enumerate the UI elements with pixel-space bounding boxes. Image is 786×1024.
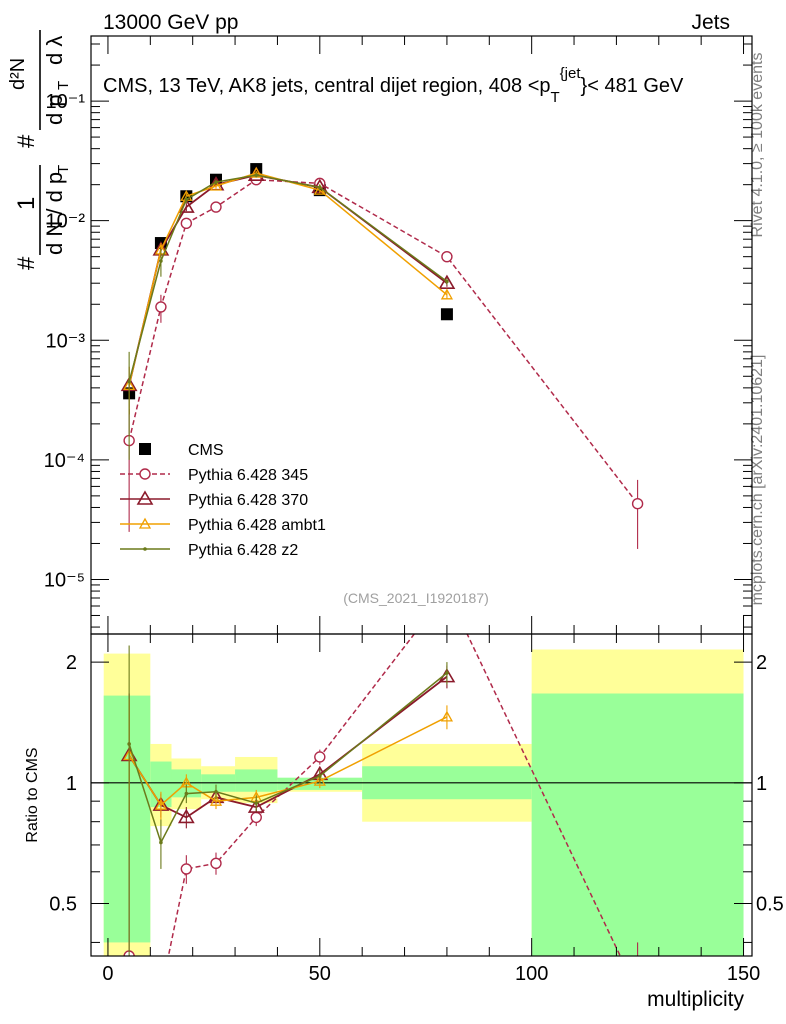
ratio-ytick-label: 0.5 [49,894,77,916]
main-plot-area [120,163,644,549]
svg-text:#: # [13,256,40,270]
band-inner-7 [531,693,744,956]
main-z2-point-0 [127,379,131,384]
main-p345-point-1 [155,301,167,313]
ratio-ambt1-point-3 [209,794,223,806]
band-inner-4 [235,769,278,792]
ratio-z2-point-4 [254,801,259,805]
svg-text:d N / d p: d N / d p [42,172,67,255]
main-z2-point-2 [184,197,189,202]
main-ytick-label: 10⁻¹ [46,91,86,113]
main-title: CMS, 13 TeV, AK8 jets, central dijet reg… [103,65,684,106]
ratio-ytick-label-right: 1 [756,773,767,795]
legend-marker-z2 [143,547,147,551]
main-z2-point-5 [318,185,322,190]
ratio-uncertainty-bands [103,649,744,956]
main-z2-point-1 [159,259,163,263]
ratio-z2-point-1 [159,840,163,845]
xtick-label: 100 [515,963,548,985]
xtick-label: 50 [309,963,331,985]
main-ytick-label: 10⁻³ [46,330,86,352]
ratio-p345-line [129,634,622,956]
axes: 10⁻¹ 10⁻² 10⁻³ 10⁻⁴ 10⁻⁵ 2 2 1 1 0.5 0.5 0 50 100 150 [44,35,784,985]
ratio-z2-point-5 [318,774,322,778]
ratio-p345-point-3 [210,857,222,869]
ratio-ytick-label: 2 [66,652,77,674]
main-ytick-label: 10⁻⁵ [44,569,85,591]
ratio-p370-point-2 [177,808,195,824]
ratio-ytick-label-right: 2 [756,652,767,674]
svg-text:T: T [55,81,72,90]
main-ytick-label: 10⁻⁴ [44,450,85,472]
legend-marker-ambt1 [138,517,152,529]
main-ambt1-point-3 [209,179,223,191]
legend-label-ambt1: Pythia 6.428 ambt1 [188,517,326,534]
main-z2-line [128,174,448,382]
main-p345-point-6 [441,250,453,263]
rivet-version-label: Rivet 4.1.0, ≥ 100k events [749,53,766,238]
x-axis-label: multiplicity [647,988,744,1011]
source-label: mcplots.cern.ch [arXiv:2401.10621] [749,355,766,606]
svg-text:d p: d p [42,94,67,125]
band-inner-0 [103,695,151,943]
header-right: Jets [691,11,730,34]
ratio-p345-point-2 [180,863,193,875]
ratio-p345-point-1 [156,988,166,998]
main-cms-point-6 [440,308,453,321]
ratio-z2-point-3 [214,789,218,794]
ratio-ambt1-point-6 [440,710,454,722]
analysis-watermark: (CMS_2021_I1920187) [343,590,489,606]
main-ytick-label: 10⁻² [46,211,86,233]
legend-label-p345: Pythia 6.428 345 [188,467,308,484]
main-ambt1-point-6 [440,288,454,300]
ratio-ambt1-point-5 [313,774,326,786]
legend-marker-p370 [136,490,154,505]
ratio-ambt1-point-1 [154,798,168,810]
ratio-z2-point-6 [445,671,449,675]
ratio-ytick-label-right: 0.5 [756,894,784,916]
legend: CMS Pythia 6.428 345 Pythia 6.428 370 Pythi… [120,442,326,559]
legend-label-p370: Pythia 6.428 370 [188,492,308,509]
ratio-plot-area [91,634,752,998]
main-p345-point-2 [180,217,193,230]
main-p345-point-7 [631,498,644,510]
legend-label-z2: Pythia 6.428 z2 [188,542,298,559]
ratio-p345-point-7 [633,988,643,998]
main-p370-point-2 [177,198,195,213]
main-p370-point-6 [438,274,456,290]
xtick-label: 0 [102,963,113,985]
main-z2-point-4 [254,173,259,177]
ratio-z2-point-2 [184,791,189,796]
main-p370-line [128,174,448,386]
ratio-z2-point-0 [127,742,131,746]
main-ambt1-line [128,172,448,386]
main-z2-point-3 [214,180,218,184]
svg-text:d²N: d²N [7,58,29,90]
ratio-p370-point-4 [247,798,265,813]
main-y-axis-label: # 1 d N / d p T # d²N d p T d λ [7,30,72,270]
svg-text:#: # [13,134,40,148]
ratio-p345-point-4 [250,811,262,824]
header-left: 13000 GeV pp [103,11,238,34]
ratio-p345-point-5 [314,751,326,763]
main-p345-point-3 [210,201,222,213]
svg-text:T: T [55,165,72,174]
legend-label-cms: CMS [188,442,224,459]
ratio-ytick-label: 1 [66,773,77,795]
legend-marker-p345 [139,468,151,480]
main-z2-point-6 [445,279,449,284]
xtick-label: 150 [727,963,760,985]
main-p345-line [128,178,639,505]
svg-text:d λ: d λ [42,36,67,65]
legend-marker-cms [139,443,151,455]
svg-text:1: 1 [13,197,40,210]
ratio-frame [90,633,753,957]
ratio-y-axis-label: Ratio to CMS [24,747,41,842]
